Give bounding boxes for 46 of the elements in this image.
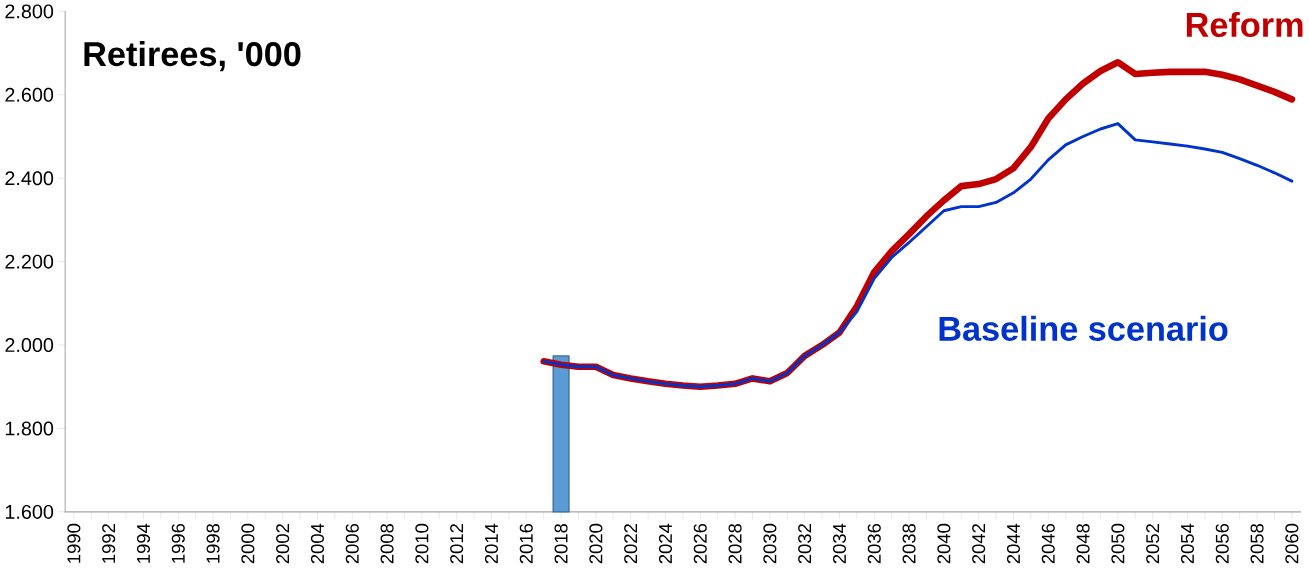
y-tick-label: 2.600 [5, 87, 54, 102]
x-tick-label: 2018 [554, 524, 568, 564]
x-tick-label: 2036 [867, 524, 881, 564]
x-tick-label: 1998 [206, 524, 220, 563]
x-tick-label: 2010 [415, 524, 429, 564]
x-tick-label: 2008 [380, 524, 394, 564]
y-tick-label: 1.600 [5, 505, 54, 520]
x-tick-label: 2050 [1111, 524, 1125, 564]
y-tick-label: 2.200 [5, 254, 54, 269]
x-tick-label: 2012 [450, 524, 464, 564]
x-tick-label: 2052 [1146, 524, 1160, 564]
x-tick-label: 2024 [658, 523, 673, 564]
x-tick-label: 2058 [1250, 524, 1264, 564]
x-tick-label: 2046 [1041, 524, 1055, 564]
text: Baseline scenario [939, 315, 1228, 342]
x-tick-label: 2042 [972, 524, 986, 564]
x-tick-label: 2026 [693, 524, 707, 564]
x-tick-label: 2006 [345, 524, 359, 564]
x-tick-label: 2028 [728, 524, 742, 564]
x-tick-label: 2038 [902, 524, 916, 564]
x-tick-label: 1996 [171, 524, 185, 563]
x-tick-label: 2014 [484, 523, 499, 564]
x-tick-label: 2054 [1180, 523, 1195, 564]
y-tick-label: 1.800 [5, 421, 54, 436]
x-tick-label: 2032 [798, 524, 812, 564]
x-tick-label: 2020 [589, 524, 603, 564]
y-tick-label: 2.400 [5, 171, 54, 186]
x-tick-label: 2000 [241, 524, 255, 564]
x-tick-label: 2002 [276, 524, 290, 564]
x-tick-label: 2060 [1285, 524, 1299, 564]
x-tick-label: 2016 [519, 524, 533, 564]
x-tick-label: 1990 [67, 524, 81, 563]
x-tick-label: 2034 [832, 523, 847, 564]
x-tick-label: 2030 [763, 524, 777, 564]
x-tick-label: 2040 [937, 524, 951, 564]
x-tick-label: 1994 [136, 523, 151, 563]
series-label: Reform [1186, 12, 1303, 38]
x-tick-label: 2004 [310, 523, 325, 564]
x-tick-label: 2048 [1076, 524, 1090, 564]
text: Retirees, '000 [84, 41, 301, 72]
x-tick-label: 2056 [1215, 524, 1229, 564]
y-tick-label: 2.000 [5, 338, 54, 353]
x-tick-label: 2044 [1006, 523, 1021, 564]
x-tick-label: 1992 [102, 524, 116, 563]
x-tick-label: 2022 [624, 524, 638, 564]
y-tick-label: 2.800 [5, 4, 54, 19]
